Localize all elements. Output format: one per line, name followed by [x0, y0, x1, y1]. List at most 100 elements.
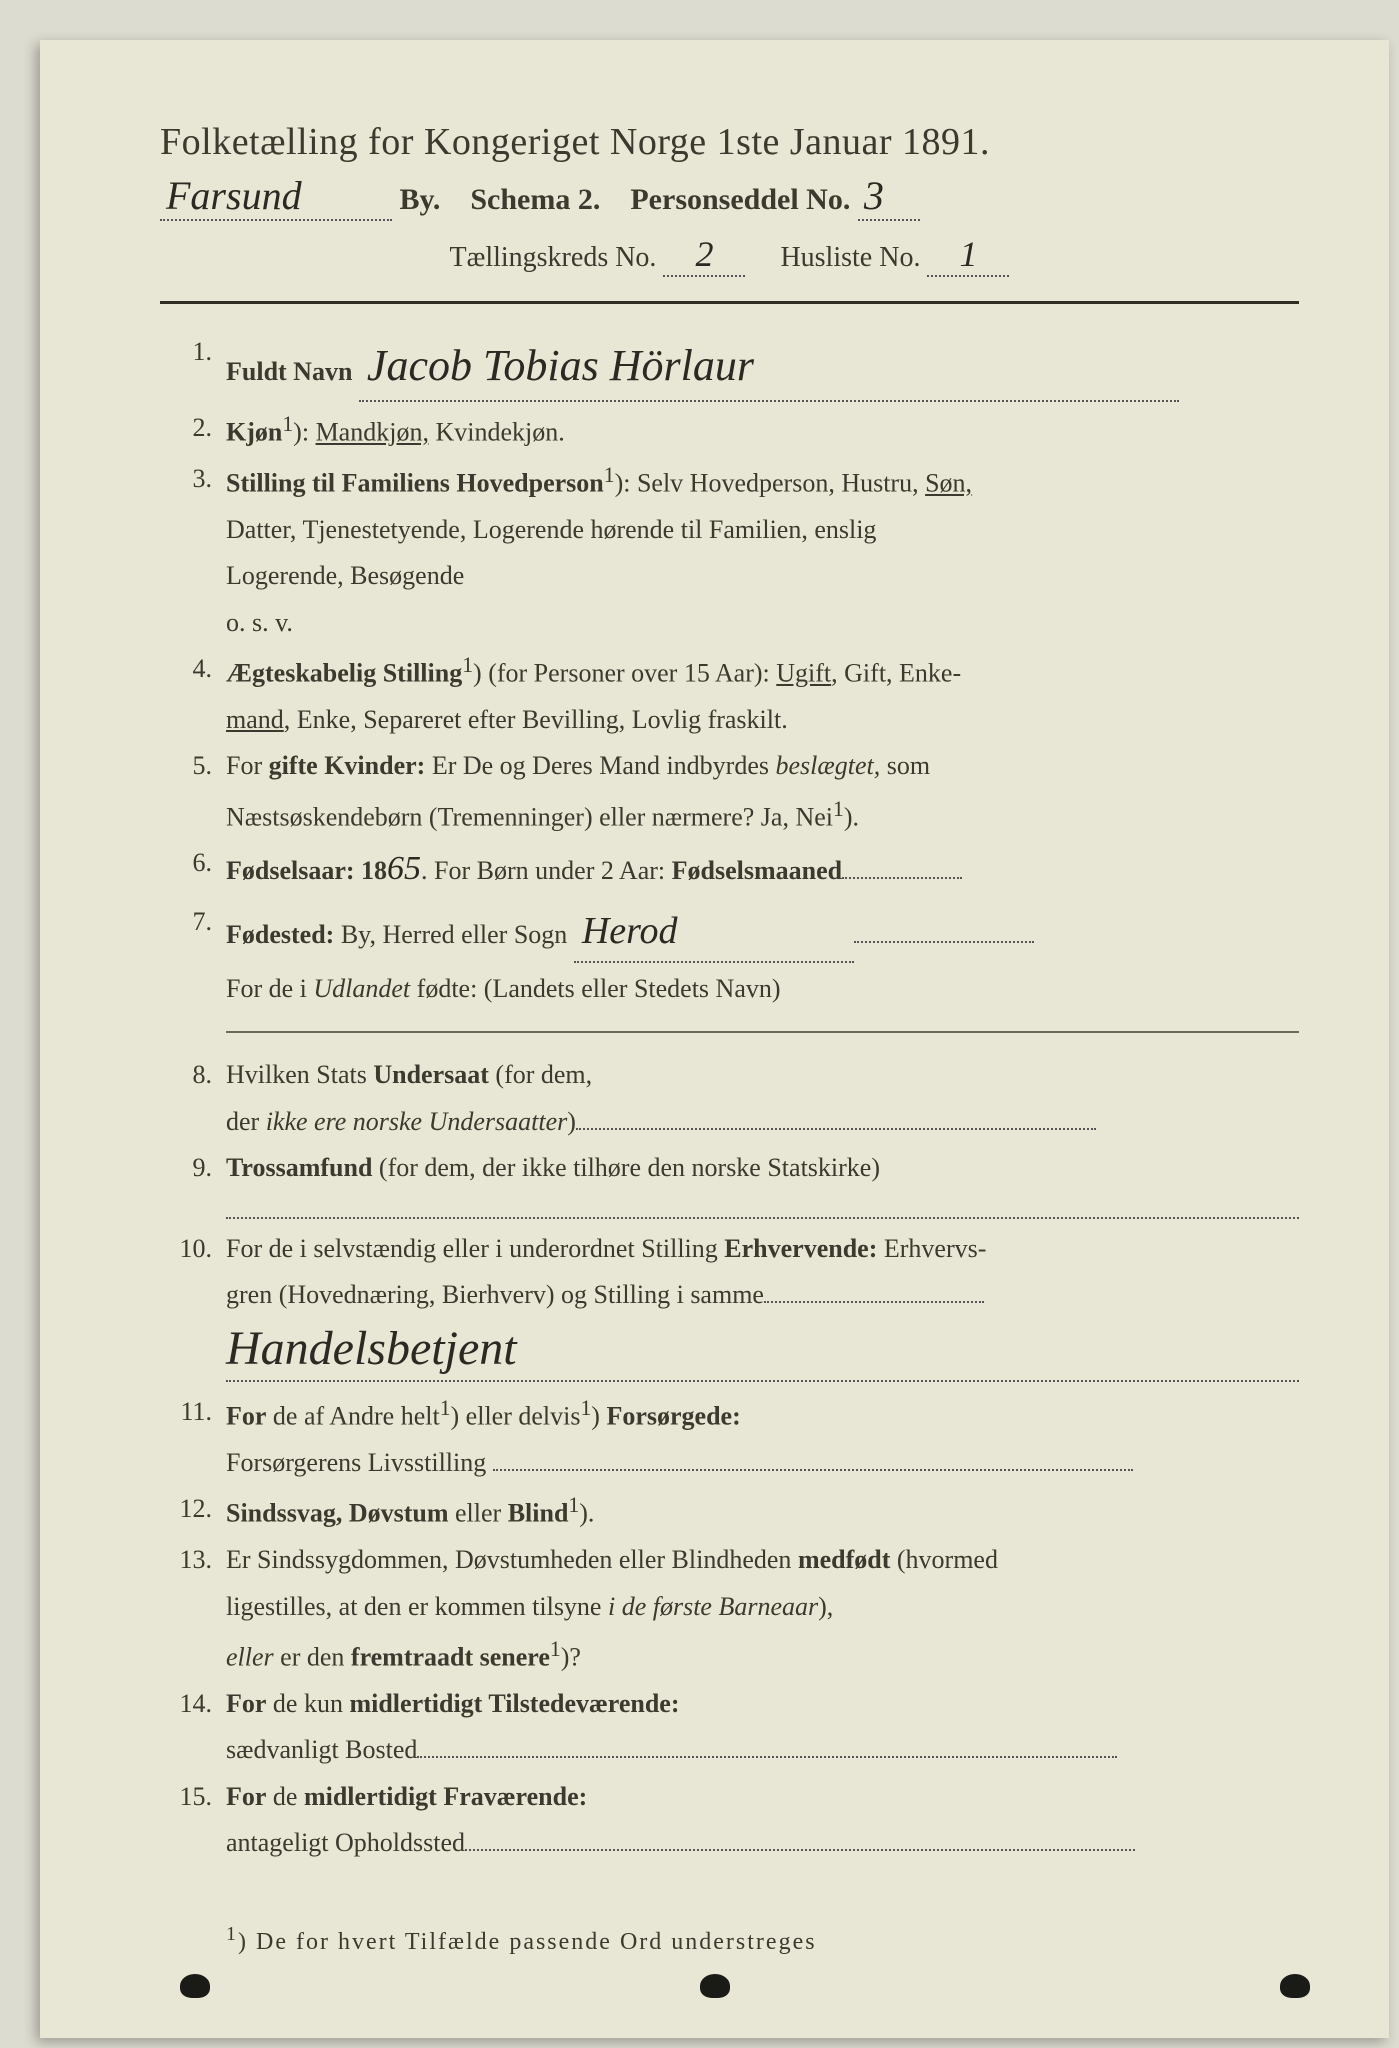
- label-fuldt-navn: Fuldt Navn: [226, 357, 352, 386]
- footnote: 1) De for hvert Tilfælde passende Ord un…: [226, 1923, 1299, 1956]
- text: de af Andre helt: [266, 1402, 439, 1431]
- text: ): Selv Hovedperson, Hustru,: [615, 469, 926, 498]
- sup: 1: [580, 1396, 591, 1420]
- row-num: 3.: [160, 459, 226, 504]
- label-tilstedevaerende: midlertidigt Tilstedeværende:: [349, 1689, 679, 1718]
- row-aegteskab-cont1: mand, Enke, Separeret efter Bevilling, L…: [226, 700, 1299, 740]
- label-kjon: Kjøn: [226, 418, 282, 447]
- label-for: For: [226, 1782, 266, 1811]
- row-medfodt: 13. Er Sindssygdommen, Døvstumheden elle…: [160, 1540, 1299, 1580]
- text: eller: [449, 1499, 508, 1528]
- row-medfodt-cont2: eller er den fremtraadt senere1)?: [226, 1633, 1299, 1678]
- text: Forsørgerens Livsstilling: [226, 1448, 486, 1477]
- row-stilling: 3. Stilling til Familiens Hovedperson1):…: [160, 459, 1299, 504]
- punch-hole-icon: [700, 1974, 730, 1998]
- row-fodested: 7. Fødested: By, Herred eller Sogn Herod: [160, 902, 1299, 963]
- census-form-page: Folketælling for Kongeriget Norge 1ste J…: [40, 40, 1389, 2038]
- personseddel-no-hw: 3: [858, 172, 920, 221]
- label-fravaerende: midlertidigt Fraværende:: [304, 1782, 587, 1811]
- row-tilstedevaerende: 14. For de kun midlertidigt Tilstedevære…: [160, 1684, 1299, 1724]
- text: ligestilles, at den er kommen tilsyne: [226, 1592, 608, 1621]
- label-fodested: Fødested:: [226, 920, 334, 949]
- text: antageligt Opholdssted: [226, 1828, 465, 1857]
- aegteskab-selected: Ugift: [776, 659, 831, 688]
- label-fremtraadt: fremtraadt senere: [351, 1643, 550, 1672]
- separator: [226, 1031, 1299, 1033]
- ital: Udlandet: [313, 974, 410, 1003]
- sup: 1: [282, 412, 293, 436]
- label-forsorgede: Forsørgede:: [606, 1402, 740, 1431]
- text: For de i selvstændig eller i underordnet…: [226, 1234, 724, 1263]
- text: , Enke, Separeret efter Bevilling, Lovli…: [284, 705, 788, 734]
- ital: i de første Barneaar: [608, 1592, 818, 1621]
- kreds-label: Tællingskreds No.: [450, 242, 657, 273]
- text: de kun: [266, 1689, 349, 1718]
- label-medfodt: medfødt: [798, 1545, 890, 1574]
- text: gren (Hovednæring, Bierhverv) og Stillin…: [226, 1280, 764, 1309]
- row-undersaat: 8. Hvilken Stats Undersaat (for dem,: [160, 1055, 1299, 1095]
- text: , Gift, Enke-: [831, 659, 961, 688]
- year-hw: 65: [387, 850, 421, 887]
- row-num: 6.: [160, 843, 226, 896]
- row-erhvervende-cont1: gren (Hovednæring, Bierhverv) og Stillin…: [226, 1275, 1299, 1315]
- kjon-rest: Kvindekjøn.: [429, 418, 565, 447]
- text: ),: [818, 1592, 833, 1621]
- main-title: Folketælling for Kongeriget Norge 1ste J…: [160, 120, 1299, 164]
- label-erhvervende: Erhvervende:: [724, 1234, 877, 1263]
- sup: 1: [440, 1396, 451, 1420]
- fodested-hw: Herod: [574, 910, 686, 952]
- row-num: 11.: [160, 1392, 226, 1437]
- ital: ikke ere norske Undersaatter: [266, 1107, 568, 1136]
- by-label: By.: [400, 183, 441, 216]
- text: der: [226, 1107, 266, 1136]
- text: )?: [561, 1643, 581, 1672]
- kjon-selected: Mandkjøn,: [316, 418, 429, 447]
- label-aegteskab: Ægteskabelig Stilling: [226, 659, 462, 688]
- sup: 1: [462, 653, 473, 677]
- header-rule: [160, 301, 1299, 304]
- text: ):: [293, 418, 315, 447]
- stilling-selected: Søn,: [925, 469, 972, 498]
- blank: [417, 1756, 1117, 1758]
- row-forsorgede: 11. For de af Andre helt1) eller delvis1…: [160, 1392, 1299, 1437]
- row-medfodt-cont1: ligestilles, at den er kommen tilsyne i …: [226, 1587, 1299, 1627]
- text: For de i: [226, 974, 313, 1003]
- footnote-text: ) De for hvert Tilfælde passende Ord und…: [238, 1929, 817, 1955]
- punch-hole-icon: [180, 1974, 210, 1998]
- row-num: 14.: [160, 1684, 226, 1724]
- row-trossamfund: 9. Trossamfund (for dem, der ikke tilhør…: [160, 1148, 1299, 1188]
- personseddel-label: Personseddel No.: [630, 183, 850, 216]
- blank: [465, 1849, 1135, 1851]
- label-gifte: gifte Kvinder:: [269, 751, 426, 780]
- ital: beslægtet,: [776, 751, 881, 780]
- label-for: For: [226, 1402, 266, 1431]
- header-line-2: Farsund By. Schema 2. Personseddel No. 3: [160, 172, 1299, 221]
- label-undersaat: Undersaat: [373, 1060, 489, 1089]
- text: (for dem, der ikke tilhøre den norske St…: [372, 1153, 880, 1182]
- text: (for dem,: [489, 1060, 592, 1089]
- blank: [764, 1301, 984, 1303]
- row-sindssvag: 12. Sindssvag, Døvstum eller Blind1).: [160, 1489, 1299, 1534]
- text: For: [226, 751, 269, 780]
- husliste-no-hw: 1: [927, 233, 1009, 277]
- schema-label: Schema 2.: [470, 183, 600, 216]
- row-num: 2.: [160, 408, 226, 453]
- kreds-no-hw: 2: [663, 233, 745, 277]
- sup: 1: [226, 1923, 238, 1945]
- text: ).: [579, 1499, 594, 1528]
- row-undersaat-cont1: der ikke ere norske Undersaatter): [226, 1102, 1299, 1142]
- row-num: 10.: [160, 1229, 226, 1269]
- row-forsorgede-cont1: Forsørgerens Livsstilling: [226, 1443, 1299, 1483]
- ital: eller: [226, 1643, 274, 1672]
- row-gifte-cont1: Næstsøskendebørn (Tremenninger) eller næ…: [226, 793, 1299, 838]
- text: ): [591, 1402, 606, 1431]
- row-stilling-cont1: Datter, Tjenestetyende, Logerende hørend…: [226, 510, 1299, 550]
- text: er den: [274, 1643, 351, 1672]
- text: som: [880, 751, 930, 780]
- row-aegteskab: 4. Ægteskabelig Stilling1) (for Personer…: [160, 649, 1299, 694]
- fuldt-navn-hw: Jacob Tobias Hörlaur: [359, 341, 762, 390]
- row-kjon: 2. Kjøn1): Mandkjøn, Kvindekjøn.: [160, 408, 1299, 453]
- row-fravaerende: 15. For de midlertidigt Fraværende:: [160, 1777, 1299, 1817]
- punch-hole-icon: [1280, 1974, 1310, 1998]
- text: fødte: (Landets eller Stedets Navn): [410, 974, 780, 1003]
